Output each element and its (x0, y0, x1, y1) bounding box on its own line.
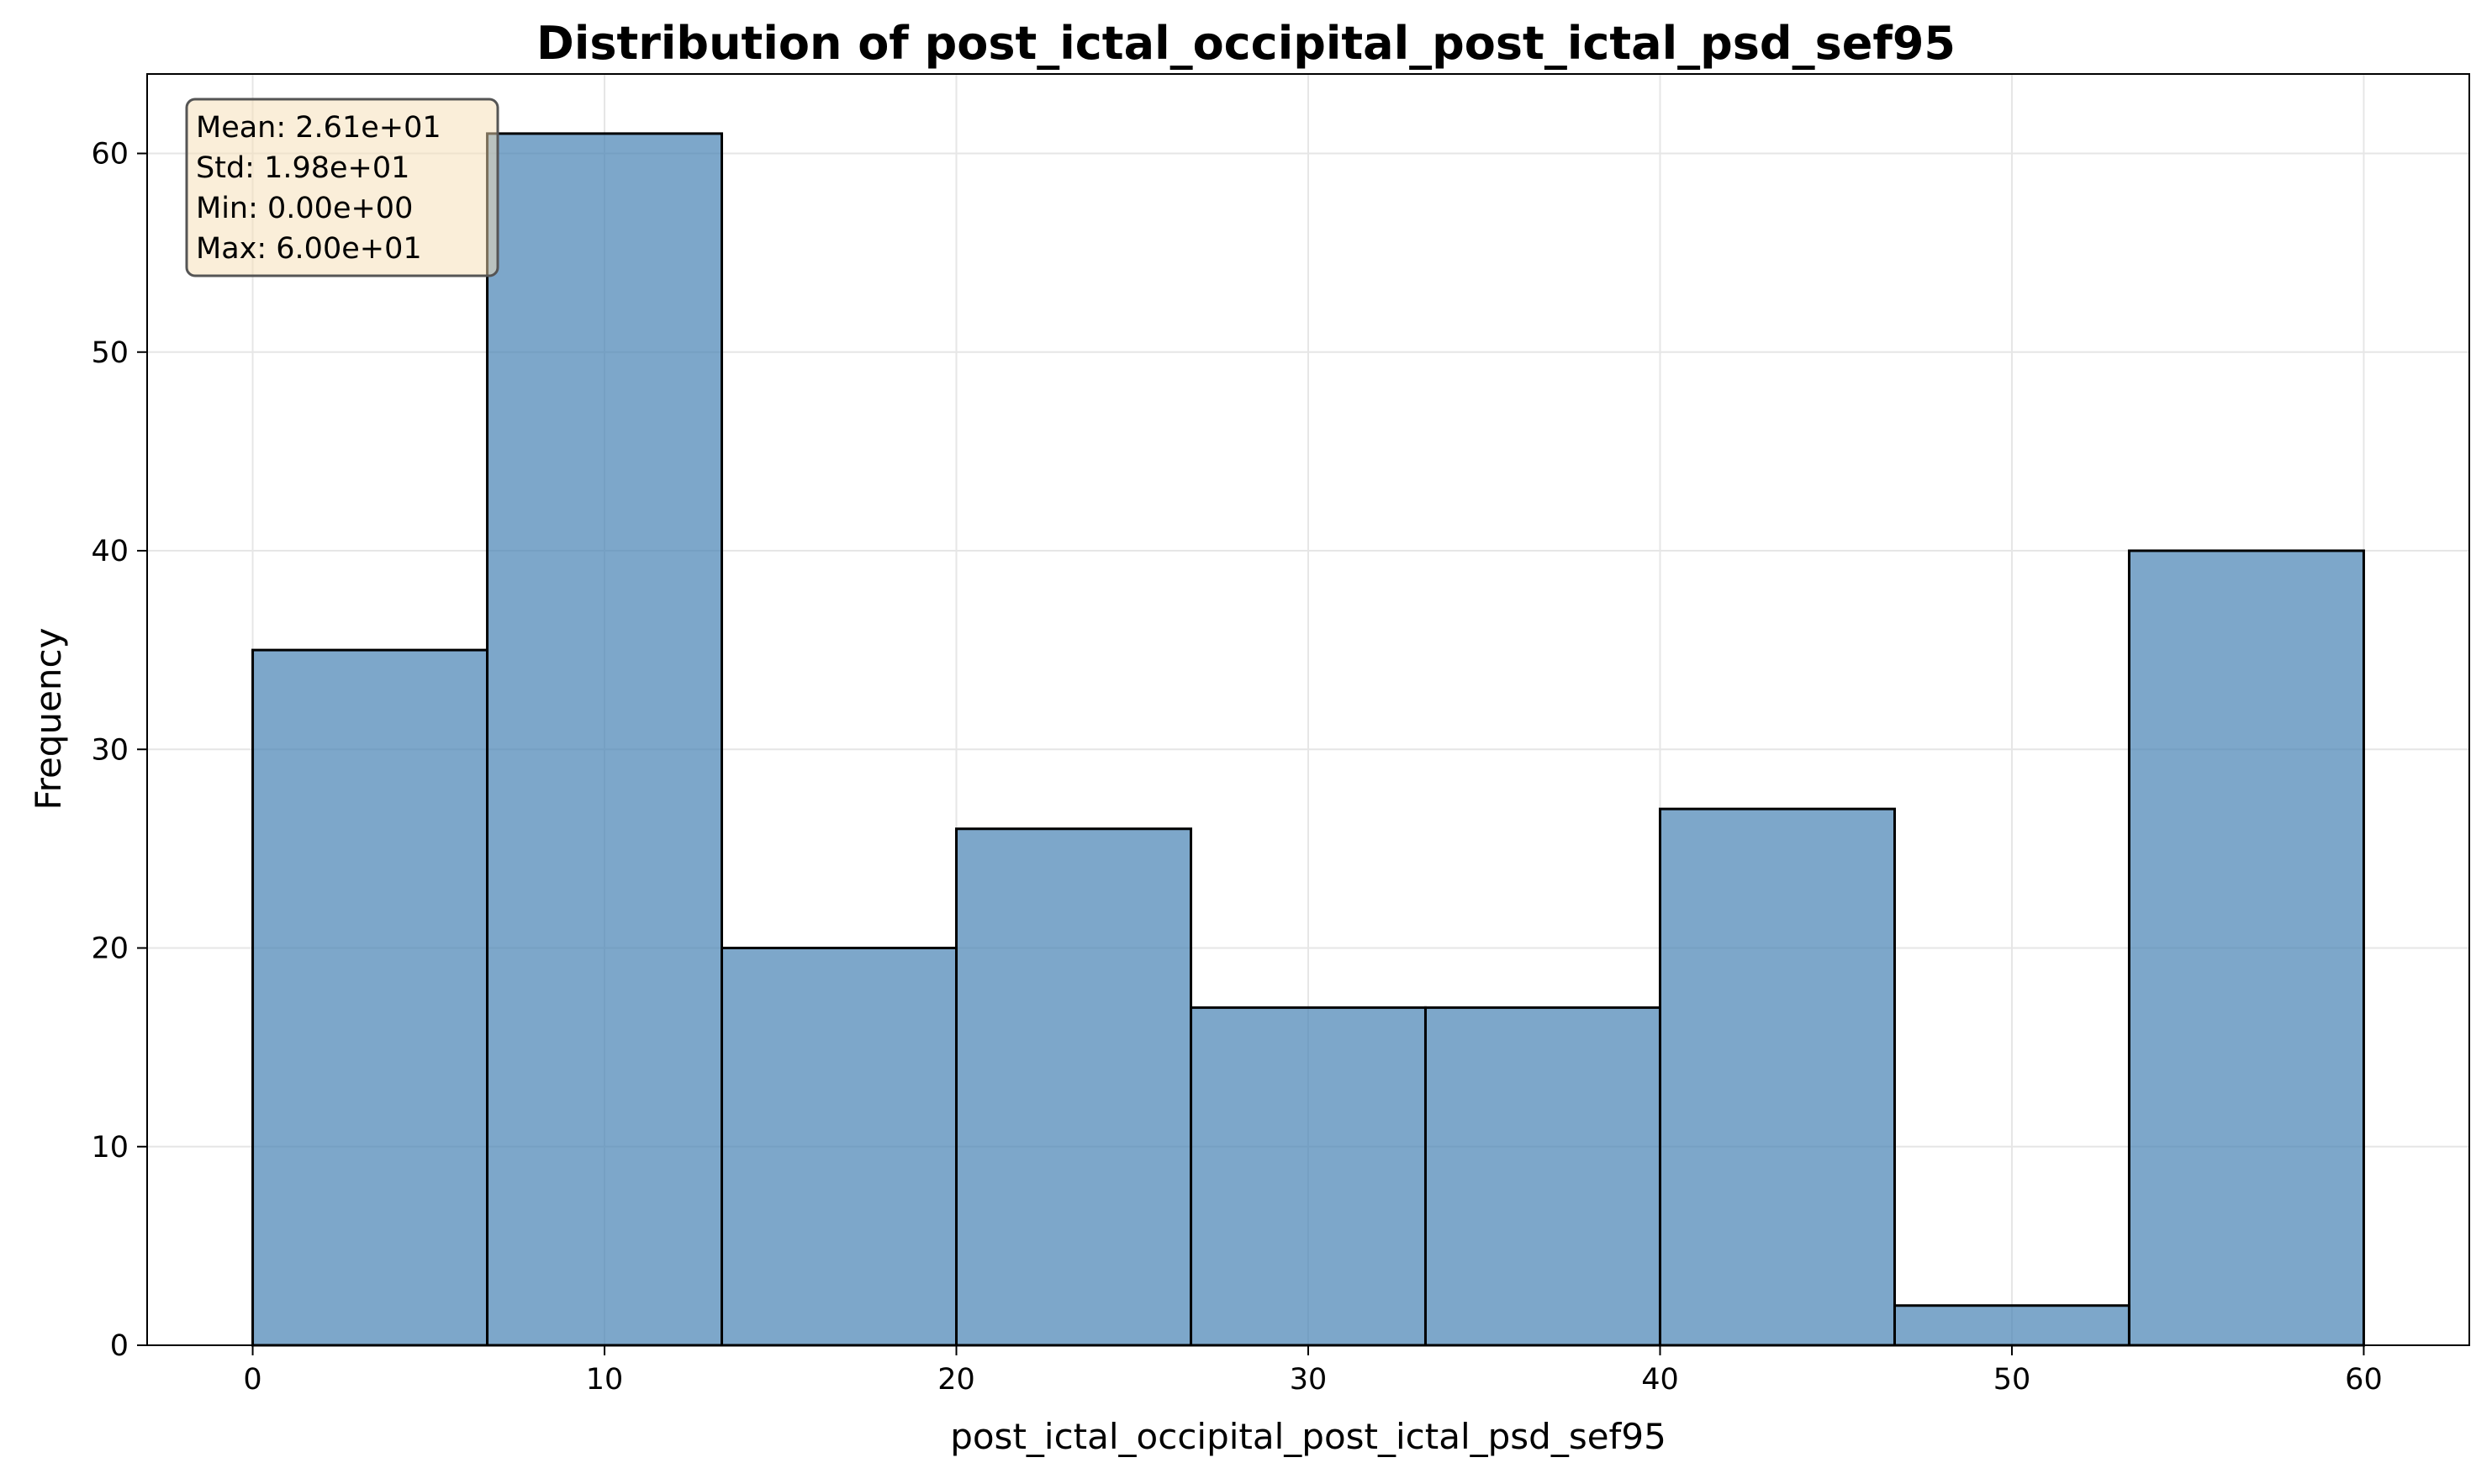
y-tick-label: 20 (91, 932, 129, 966)
x-axis-ticks: 0 10 20 30 40 50 60 (243, 1345, 2383, 1397)
statistics-box: Mean: 2.61e+01 Std: 1.98e+01 Min: 0.00e+… (185, 98, 499, 277)
stats-mean: Mean: 2.61e+01 (196, 111, 441, 145)
y-tick-label: 50 (91, 336, 129, 370)
histogram-bar (721, 947, 958, 1347)
stats-min: Min: 0.00e+00 (196, 192, 413, 225)
histogram-bar (1893, 1304, 2130, 1347)
x-tick-label: 20 (937, 1363, 975, 1397)
x-tick-label: 40 (1641, 1363, 1679, 1397)
histogram-bars (251, 132, 2365, 1347)
y-tick-label: 0 (110, 1329, 129, 1363)
x-tick-label: 50 (1993, 1363, 2031, 1397)
x-tick-label: 30 (1290, 1363, 1328, 1397)
chart-title: Distribution of post_ictal_occipital_pos… (536, 17, 1956, 70)
y-tick-label: 10 (91, 1131, 129, 1164)
stats-std: Std: 1.98e+01 (196, 151, 409, 185)
histogram-bar (955, 827, 1193, 1347)
x-axis-label: post_ictal_occipital_post_ictal_psd_sef9… (950, 1416, 1666, 1457)
histogram-bar (1190, 1006, 1427, 1347)
x-tick-label: 0 (243, 1363, 261, 1397)
histogram-bar (251, 648, 489, 1347)
histogram-bar (1423, 1006, 1661, 1347)
statistics-box-background (185, 98, 499, 277)
y-axis-label: Frequency (28, 628, 69, 811)
y-tick-label: 60 (91, 138, 129, 172)
x-tick-label: 10 (586, 1363, 624, 1397)
y-axis-ticks: 0 10 20 30 40 50 60 (91, 138, 147, 1363)
stats-max: Max: 6.00e+01 (196, 232, 422, 266)
x-tick-label: 60 (2345, 1363, 2383, 1397)
y-tick-label: 30 (91, 733, 129, 767)
y-tick-label: 40 (91, 535, 129, 568)
histogram-bar (2127, 549, 2365, 1347)
histogram-bar (486, 132, 724, 1347)
histogram-bar (1658, 807, 1896, 1347)
